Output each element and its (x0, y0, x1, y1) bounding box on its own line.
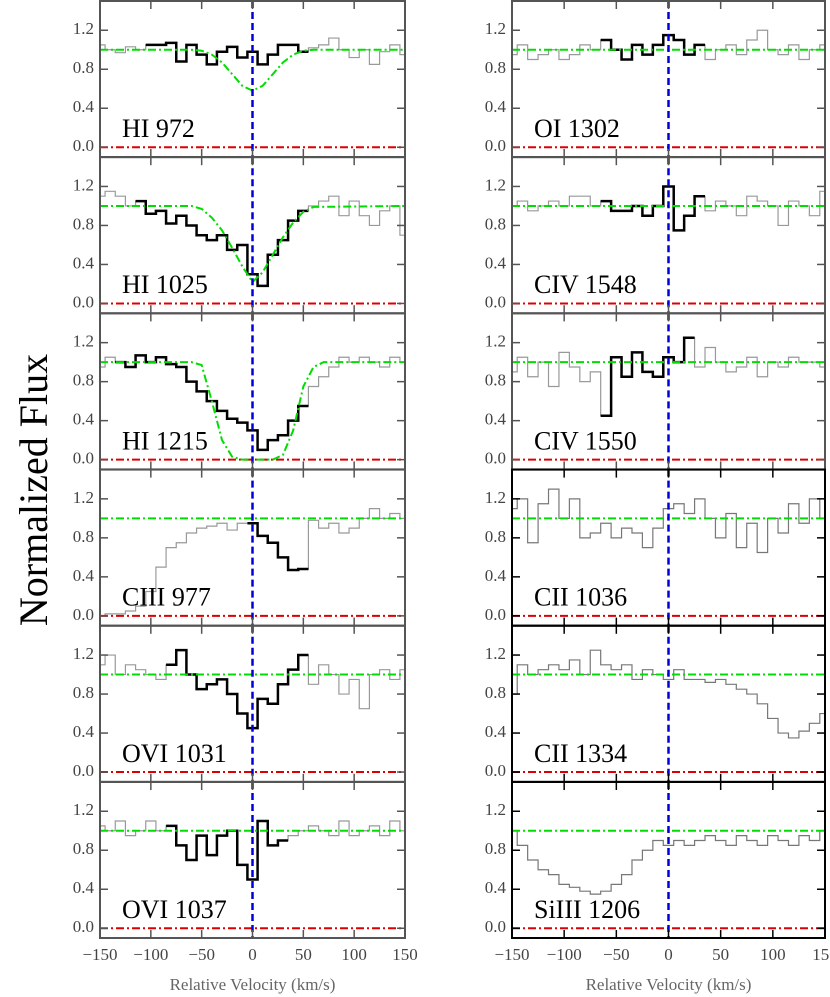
x-tick-label: 150 (812, 945, 830, 964)
y-tick-label: 0.0 (73, 292, 94, 311)
panel-label: HI 1215 (122, 426, 208, 455)
y-tick-label: 0.0 (485, 917, 506, 936)
y-tick-label: 1.2 (73, 332, 94, 351)
y-tick-label: 1.2 (73, 19, 94, 38)
y-tick-label: 0.8 (73, 683, 94, 702)
y-tick-label: 0.8 (73, 371, 94, 390)
spectrum-window (600, 336, 695, 418)
spectrum-window (145, 41, 309, 66)
x-tick-label: −100 (133, 945, 168, 964)
y-axis-label: Normalized Flux (11, 354, 56, 626)
y-tick-label: 0.4 (485, 566, 507, 585)
spectrum-window (247, 521, 309, 572)
spectrum-window (600, 185, 706, 232)
panel-label: CII 1036 (534, 583, 627, 612)
y-tick-label: 0.8 (485, 58, 506, 77)
x-tick-label: 100 (760, 945, 786, 964)
x-axis-label: Relative Velocity (km/s) (170, 975, 336, 994)
y-tick-label: 1.2 (485, 175, 506, 194)
x-tick-label: −50 (188, 945, 215, 964)
y-tick-label: 1.2 (485, 332, 506, 351)
panel-label: CIV 1550 (534, 426, 637, 455)
y-tick-label: 0.4 (73, 410, 95, 429)
y-tick-label: 0.4 (485, 878, 507, 897)
panel-label: HI 1025 (122, 270, 208, 299)
y-tick-label: 0.0 (485, 605, 506, 624)
y-tick-label: 0.8 (73, 527, 94, 546)
y-tick-label: 0.8 (485, 839, 506, 858)
y-tick-label: 0.8 (73, 58, 94, 77)
fit-line (100, 204, 405, 284)
x-axis-label: Relative Velocity (km/s) (586, 975, 752, 994)
panel-label: CIII 977 (122, 583, 211, 612)
panel-label: SiIII 1206 (534, 895, 640, 924)
x-tick-label: −100 (547, 945, 582, 964)
y-tick-label: 1.2 (485, 19, 506, 38)
panel-label: CII 1334 (534, 739, 627, 768)
y-tick-label: 0.8 (73, 214, 94, 233)
y-tick-label: 1.2 (485, 488, 506, 507)
y-tick-label: 1.2 (73, 800, 94, 819)
y-tick-label: 0.4 (485, 97, 507, 116)
x-tick-label: 100 (341, 945, 367, 964)
y-tick-label: 0.4 (73, 566, 95, 585)
y-tick-label: 0.0 (485, 761, 506, 780)
y-tick-label: 0.8 (485, 371, 506, 390)
x-tick-label: 0 (664, 945, 673, 964)
x-tick-label: 150 (392, 945, 418, 964)
panel-label: OI 1302 (534, 114, 620, 143)
y-tick-label: 0.0 (73, 449, 94, 468)
y-tick-label: 1.2 (485, 800, 506, 819)
y-tick-label: 0.0 (485, 136, 506, 155)
panel (100, 819, 405, 930)
y-tick-label: 1.2 (73, 175, 94, 194)
y-tick-label: 0.0 (73, 917, 94, 936)
y-tick-label: 0.4 (73, 722, 95, 741)
y-tick-label: 1.2 (73, 644, 94, 663)
y-tick-label: 1.2 (485, 644, 506, 663)
y-tick-label: 0.4 (73, 253, 95, 272)
panel-label: HI 972 (122, 114, 195, 143)
y-tick-label: 0.0 (485, 449, 506, 468)
spectrum-window (600, 33, 706, 61)
y-tick-label: 0.8 (485, 214, 506, 233)
panel (100, 508, 405, 617)
x-tick-label: −150 (494, 945, 529, 964)
y-tick-label: 0.4 (485, 722, 507, 741)
x-tick-label: −150 (82, 945, 117, 964)
spectrum (512, 488, 825, 554)
x-tick-label: 0 (248, 945, 257, 964)
y-tick-label: 0.0 (73, 136, 94, 155)
fit-line (100, 361, 405, 461)
y-tick-label: 0.8 (485, 527, 506, 546)
spectrum (512, 830, 825, 895)
y-tick-label: 0.0 (73, 761, 94, 780)
y-tick-label: 0.4 (73, 97, 95, 116)
panel-label: CIV 1548 (534, 270, 637, 299)
y-tick-label: 1.2 (73, 488, 94, 507)
x-tick-label: 50 (712, 945, 729, 964)
spectrum-window (166, 648, 309, 730)
y-tick-label: 0.8 (485, 683, 506, 702)
panel (100, 190, 405, 305)
y-tick-label: 0.4 (485, 410, 507, 429)
y-tick-label: 0.4 (485, 253, 507, 272)
spectrum (512, 649, 825, 739)
x-tick-label: −50 (603, 945, 630, 964)
panel-label: OVI 1031 (122, 739, 227, 768)
y-tick-label: 0.8 (73, 839, 94, 858)
y-tick-label: 0.0 (73, 605, 94, 624)
spectrum-window (166, 819, 289, 881)
panel-label: OVI 1037 (122, 895, 227, 924)
x-tick-label: 50 (295, 945, 312, 964)
y-tick-label: 0.4 (73, 878, 95, 897)
y-tick-label: 0.0 (485, 292, 506, 311)
